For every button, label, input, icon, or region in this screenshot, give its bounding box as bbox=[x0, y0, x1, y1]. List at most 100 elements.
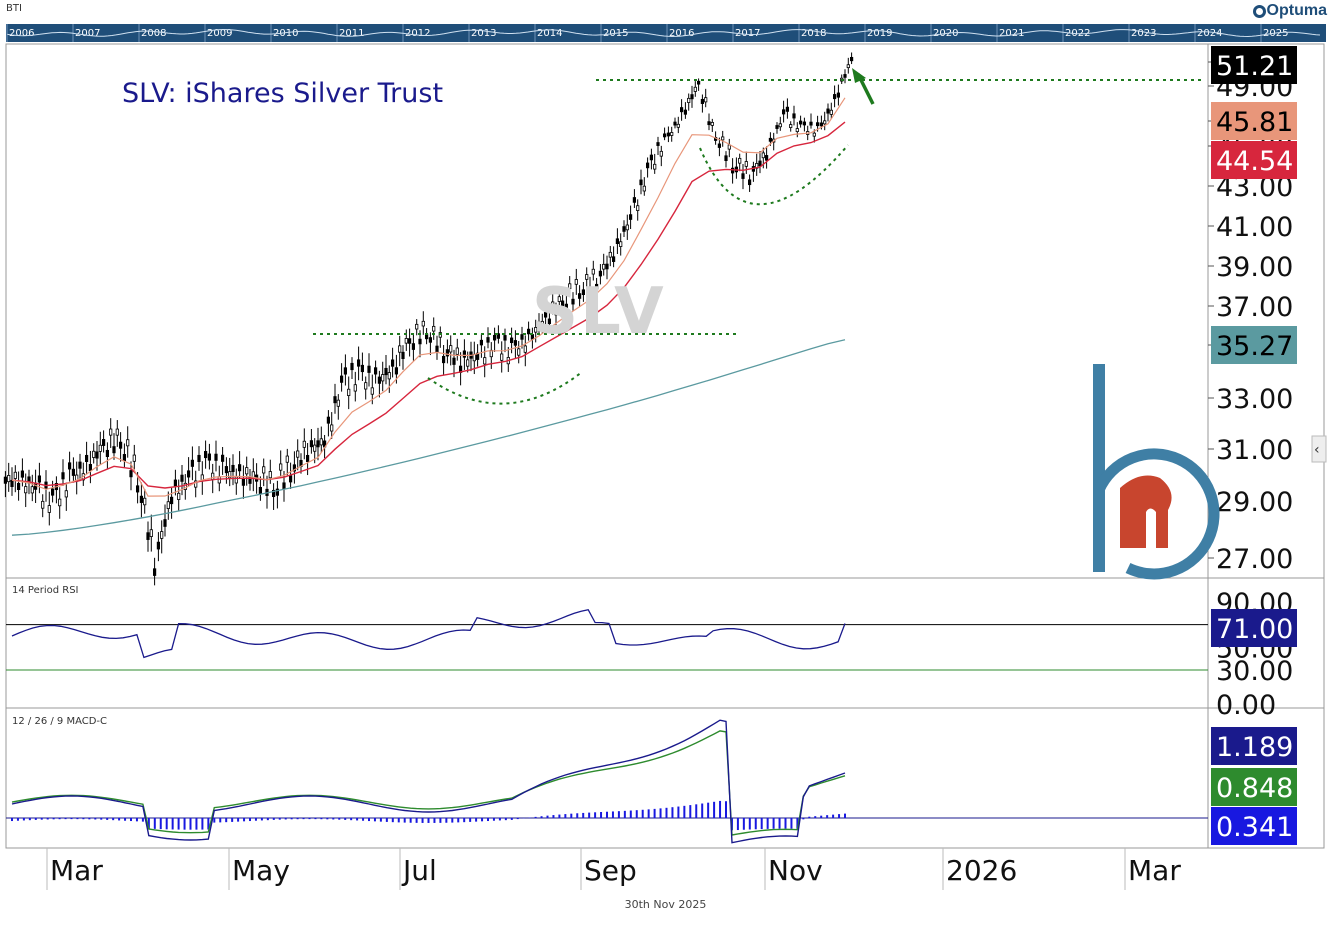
ticker-watermark: SLV bbox=[532, 275, 666, 349]
rsi-tick-label: 30.00 bbox=[1216, 656, 1293, 687]
price-candles bbox=[3, 52, 854, 586]
price-candle-body bbox=[676, 123, 680, 128]
price-candle-body bbox=[768, 137, 773, 142]
price-candle-body bbox=[381, 374, 385, 382]
price-candle-body bbox=[700, 98, 705, 104]
price-candle-body bbox=[636, 205, 640, 211]
price-value-label: 45.81 bbox=[1216, 107, 1293, 138]
price-candle-body bbox=[203, 451, 208, 459]
price-candle-body bbox=[445, 349, 450, 357]
overview-year-label: 2009 bbox=[207, 28, 232, 39]
price-candle-body bbox=[92, 450, 96, 458]
price-value-label: 51.21 bbox=[1216, 51, 1293, 82]
brand-icon bbox=[1252, 5, 1266, 18]
price-candle-body bbox=[717, 143, 722, 148]
price-candle-body bbox=[836, 92, 841, 98]
overview-year-label: 2018 bbox=[801, 28, 826, 39]
price-candle-body bbox=[483, 357, 487, 365]
price-candle-body bbox=[503, 335, 507, 341]
price-candle-body bbox=[724, 155, 728, 161]
price-candle-body bbox=[88, 464, 92, 472]
x-tick-label: May bbox=[232, 854, 290, 887]
price-candle-body bbox=[292, 464, 297, 472]
price-value-badge bbox=[1211, 102, 1297, 140]
price-candle-body bbox=[765, 155, 769, 161]
price-candle-body bbox=[353, 384, 357, 392]
price-candle-body bbox=[85, 454, 89, 463]
chart-border bbox=[5, 43, 1325, 849]
price-candle-body bbox=[632, 197, 637, 203]
price-candle-body bbox=[693, 86, 697, 92]
price-candle-body bbox=[119, 441, 123, 449]
price-candle-body bbox=[102, 439, 106, 446]
price-candle-body bbox=[812, 132, 816, 137]
price-candle-body bbox=[727, 144, 731, 150]
price-candle-body bbox=[744, 161, 748, 167]
price-candle-body bbox=[639, 179, 643, 186]
macd-value-label: 0.848 bbox=[1216, 773, 1293, 804]
y-tick-label: 29.00 bbox=[1216, 487, 1293, 518]
price-candle-body bbox=[775, 125, 779, 129]
ma-mid-line bbox=[11, 121, 846, 489]
price-candle-body bbox=[704, 97, 708, 103]
price-candle-body bbox=[710, 122, 714, 126]
price-candle-body bbox=[758, 160, 762, 167]
overview-year-label: 2019 bbox=[867, 28, 892, 39]
price-candle-body bbox=[523, 345, 527, 353]
price-candle-body bbox=[534, 327, 538, 333]
price-candle-body bbox=[789, 124, 793, 128]
rounding-base-arc-summer bbox=[427, 371, 583, 405]
price-candle-body bbox=[30, 486, 34, 494]
price-candle-body bbox=[455, 347, 459, 355]
price-candle-body bbox=[126, 439, 130, 447]
price-candle-body bbox=[452, 357, 456, 365]
price-candle-body bbox=[571, 298, 575, 305]
price-candle-body bbox=[207, 453, 211, 461]
x-tick-label: Mar bbox=[1128, 854, 1181, 887]
macd-value-badge bbox=[1211, 807, 1297, 845]
overview-year-label: 2023 bbox=[1131, 28, 1156, 39]
price-candle-body bbox=[258, 486, 263, 495]
price-candle-body bbox=[557, 296, 561, 302]
price-candle-body bbox=[843, 74, 847, 78]
overview-year-label: 2006 bbox=[9, 28, 34, 39]
price-candle-body bbox=[646, 162, 650, 169]
price-candle-body bbox=[197, 454, 201, 462]
x-tick-label: Mar bbox=[50, 854, 103, 887]
price-candle-body bbox=[802, 121, 807, 126]
price-candle-body bbox=[370, 387, 374, 395]
x-tick-label: Nov bbox=[768, 854, 823, 887]
price-candle-body bbox=[629, 214, 633, 220]
price-candle-body bbox=[407, 338, 412, 344]
overview-year-label: 2008 bbox=[141, 28, 166, 39]
price-candle-body bbox=[61, 472, 65, 480]
panel-collapse-handle bbox=[1311, 435, 1327, 463]
rsi-line bbox=[11, 608, 846, 659]
breakout-arrow-head bbox=[852, 68, 866, 83]
price-candle-body bbox=[326, 416, 331, 424]
price-candle-body bbox=[795, 128, 799, 132]
overview-year-label: 2024 bbox=[1197, 28, 1222, 39]
price-candle-body bbox=[364, 382, 368, 390]
price-candle-body bbox=[398, 345, 402, 353]
price-candle-body bbox=[163, 519, 167, 527]
price-candle-body bbox=[605, 263, 609, 270]
price-candle-body bbox=[115, 428, 119, 436]
price-candle-body bbox=[112, 446, 116, 454]
price-candle-body bbox=[143, 497, 147, 506]
price-value-label: 35.27 bbox=[1216, 331, 1293, 362]
price-candle-body bbox=[673, 121, 677, 126]
price-candle-body bbox=[741, 173, 745, 179]
price-candle-body bbox=[68, 462, 72, 470]
footer-date: 30th Nov 2025 bbox=[624, 898, 707, 911]
price-value-badge bbox=[1211, 141, 1297, 179]
price-candle-body bbox=[544, 312, 548, 318]
price-candle-body bbox=[78, 461, 82, 469]
price-candle-body bbox=[785, 106, 790, 112]
price-candle-body bbox=[418, 338, 422, 345]
price-candle-body bbox=[642, 185, 646, 192]
price-candle-body bbox=[231, 464, 235, 472]
overview-year-label: 2010 bbox=[273, 28, 298, 39]
price-candle-body bbox=[591, 268, 595, 275]
price-candle-body bbox=[527, 328, 531, 335]
